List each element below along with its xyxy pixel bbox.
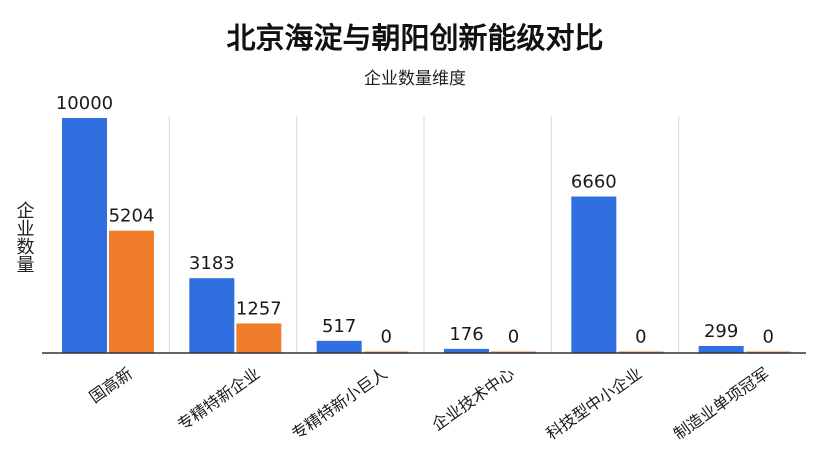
bar-series-1-1 (189, 278, 235, 353)
category-label: 专精特新企业 (174, 364, 264, 435)
value-label: 0 (508, 327, 519, 348)
bar-series-1-2 (316, 340, 362, 353)
chart-title: 北京海淀与朝阳创新能级对比 (226, 21, 603, 55)
y-axis-label: 企业数量 (14, 201, 35, 273)
value-label: 1257 (236, 298, 282, 319)
value-label: 10000 (56, 93, 113, 114)
value-label: 6660 (571, 171, 617, 192)
value-label: 0 (635, 327, 646, 348)
category-label: 专精特新小巨人 (288, 364, 391, 444)
value-label: 5204 (109, 206, 155, 227)
value-label: 3183 (189, 253, 235, 274)
bar-series-1-3 (444, 348, 489, 353)
category-label: 国高新 (86, 364, 136, 407)
bar-series-2-1 (236, 323, 282, 353)
category-label: 制造业单项冠军 (670, 364, 773, 444)
value-label: 0 (762, 327, 773, 348)
bar-series-2-0 (109, 230, 154, 353)
value-label: 299 (704, 321, 738, 342)
category-label: 企业技术中心 (428, 364, 518, 435)
value-label: 0 (380, 327, 391, 348)
category-labels-group: 国高新 专精特新企业 专精特新小巨人 企业技术中心 科技型中小企业 制造业单项冠军 (86, 364, 773, 444)
bar-series-1-0 (62, 118, 107, 353)
category-label: 科技型中小企业 (543, 364, 646, 444)
category-separators (168, 116, 680, 353)
bars-group (62, 118, 791, 353)
value-labels-group: 10000 3183 517 176 6660 299 5204 1257 0 0 0 0 (56, 93, 774, 348)
bar-series-1-5 (698, 345, 744, 353)
chart-subtitle: 企业数量维度 (364, 69, 466, 89)
bar-series-1-4 (571, 196, 617, 353)
value-label: 517 (322, 316, 356, 337)
value-label: 176 (449, 324, 483, 345)
